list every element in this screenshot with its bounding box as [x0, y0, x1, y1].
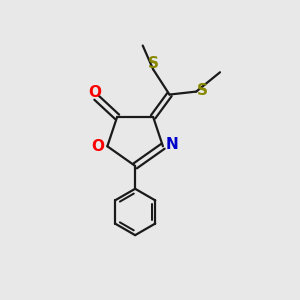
Text: O: O [88, 85, 101, 100]
Text: N: N [166, 137, 178, 152]
Text: S: S [197, 82, 208, 98]
Text: O: O [91, 139, 104, 154]
Text: S: S [148, 56, 159, 71]
